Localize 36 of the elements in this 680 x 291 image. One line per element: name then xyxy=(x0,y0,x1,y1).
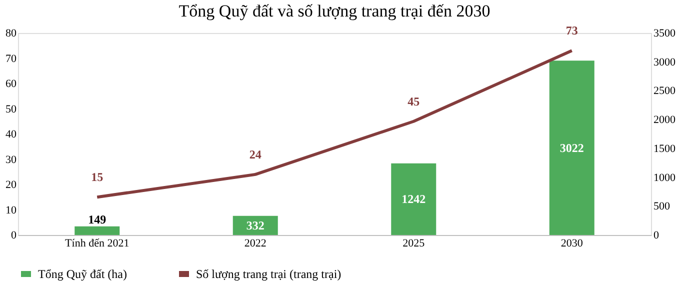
y-tick-label: 70 xyxy=(6,52,17,65)
y-tick-label: 20 xyxy=(6,179,17,191)
y2-tick-label: 1000 xyxy=(654,172,676,184)
y-tick-label: 80 xyxy=(6,28,17,40)
y-tick-label: 60 xyxy=(6,78,17,90)
y2-tick-label: 500 xyxy=(654,200,670,213)
x-tick-label: 2030 xyxy=(560,238,584,250)
data-label: 3022 xyxy=(560,140,584,155)
data-label: 45 xyxy=(408,94,420,108)
bar xyxy=(74,226,120,235)
y2-tick-label: 3000 xyxy=(654,56,676,68)
legend-label: Tổng Quỹ đất (ha) xyxy=(38,267,127,281)
x-tick-label: 2022 xyxy=(244,238,266,250)
data-label: 149 xyxy=(88,212,106,226)
y-tick-label: 0 xyxy=(11,230,17,242)
y-tick-label: 10 xyxy=(6,204,17,216)
legend-label: Số lượng trang trại (trang trại) xyxy=(196,267,342,281)
x-tick-label: 2025 xyxy=(402,238,426,250)
bar xyxy=(232,216,278,235)
y2-tick-label: 3500 xyxy=(654,28,676,40)
y2-tick-label: 2000 xyxy=(654,114,676,126)
y2-tick-label: 0 xyxy=(654,230,660,242)
data-label: 73 xyxy=(566,24,578,38)
y2-tick-label: 1500 xyxy=(654,142,676,155)
y-tick-label: 40 xyxy=(6,128,17,140)
data-label: 332 xyxy=(246,218,264,232)
x-tick-label: Tính đến 2021 xyxy=(65,238,130,250)
y2-tick-label: 2500 xyxy=(654,85,676,98)
data-label: 24 xyxy=(249,147,262,162)
bar xyxy=(549,60,594,235)
y-tick-label: 30 xyxy=(6,154,17,166)
data-label: 15 xyxy=(91,170,104,184)
y-tick-label: 50 xyxy=(6,103,17,116)
data-label: 1242 xyxy=(402,192,426,206)
chart-title: Tổng Quỹ đất và số lượng trang trại đến 2030 xyxy=(178,2,490,21)
bar xyxy=(391,163,436,235)
